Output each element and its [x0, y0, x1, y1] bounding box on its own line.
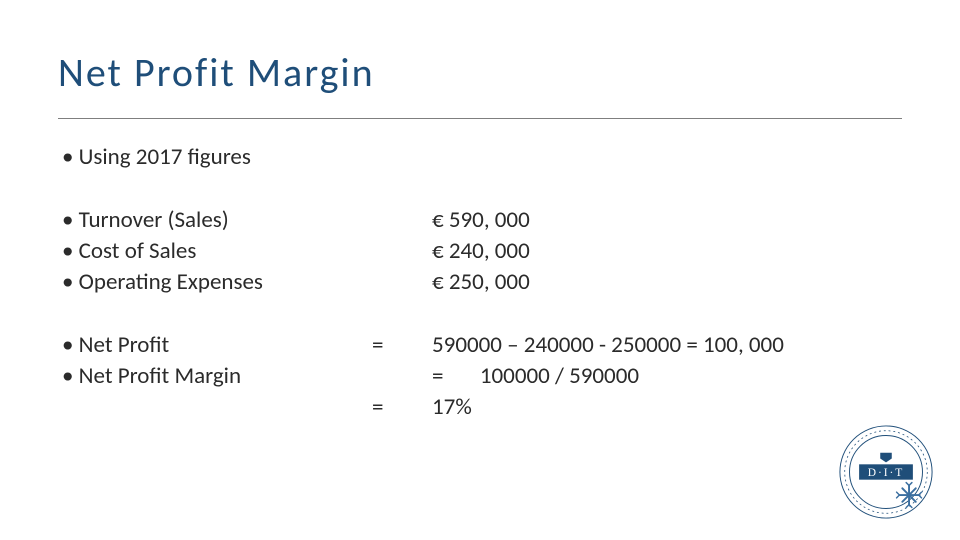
calc-value: = 100000 / 590000 — [432, 361, 902, 392]
item-value: € 250, 000 — [432, 267, 902, 298]
intro-text: Using 2017 figures — [62, 142, 372, 173]
spacer — [62, 298, 902, 330]
slide: Net Profit Margin Using 2017 figures Tur… — [0, 0, 960, 540]
spacer — [62, 173, 902, 205]
calc-label: Net Profit Margin — [62, 361, 372, 392]
calc-row: Net Profit = 590000 – 240000 - 250000 = … — [62, 330, 902, 361]
item-row: Operating Expenses € 250, 000 — [62, 267, 902, 298]
item-row: Cost of Sales € 240, 000 — [62, 236, 902, 267]
item-value: € 240, 000 — [432, 236, 902, 267]
slide-title: Net Profit Margin — [58, 48, 375, 97]
item-value: € 590, 000 — [432, 205, 902, 236]
calc-value: 590000 – 240000 - 250000 = 100, 000 — [432, 330, 902, 361]
calc-row: = 17% — [62, 392, 902, 423]
calc-value: 17% — [432, 392, 902, 423]
calc-eq: = — [372, 330, 432, 361]
item-label: Operating Expenses — [62, 267, 372, 298]
item-label: Cost of Sales — [62, 236, 372, 267]
item-row: Turnover (Sales) € 590, 000 — [62, 205, 902, 236]
calc-label: Net Profit — [62, 330, 372, 361]
item-label: Turnover (Sales) — [62, 205, 372, 236]
slide-body: Using 2017 figures Turnover (Sales) € 59… — [62, 142, 902, 423]
dit-logo-svg: D·I·T — [838, 424, 934, 520]
calc-eq: = — [372, 392, 432, 423]
intro-row: Using 2017 figures — [62, 142, 902, 173]
logo-center-text: D·I·T — [868, 467, 904, 479]
title-underline — [58, 118, 902, 119]
dit-logo: D·I·T — [838, 424, 934, 520]
calc-row: Net Profit Margin = 100000 / 590000 — [62, 361, 902, 392]
